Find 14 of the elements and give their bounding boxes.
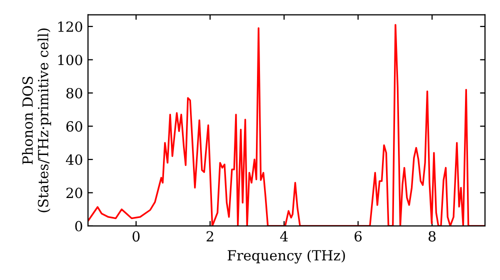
x-tick-label: 0 — [132, 231, 140, 242]
y-tick-label: 120 — [58, 21, 82, 32]
y-tick-label: 0 — [75, 220, 82, 232]
y-axis-title: Phonon DOS (States/THz·primitive cell) — [22, 28, 52, 212]
y-tick-label: 40 — [66, 154, 82, 165]
y-tick-label: 100 — [58, 54, 82, 66]
y-tick-label: 60 — [66, 121, 82, 132]
y-tick-label: 80 — [66, 88, 82, 98]
x-axis-title: Frequency (THz) — [228, 250, 345, 264]
x-tick-label: 4 — [280, 231, 288, 242]
x-tick-label: 8 — [428, 231, 436, 242]
x-tick-label: 2 — [206, 231, 214, 242]
y-tick-label: 20 — [66, 188, 82, 198]
x-tick-label: 6 — [354, 231, 362, 242]
